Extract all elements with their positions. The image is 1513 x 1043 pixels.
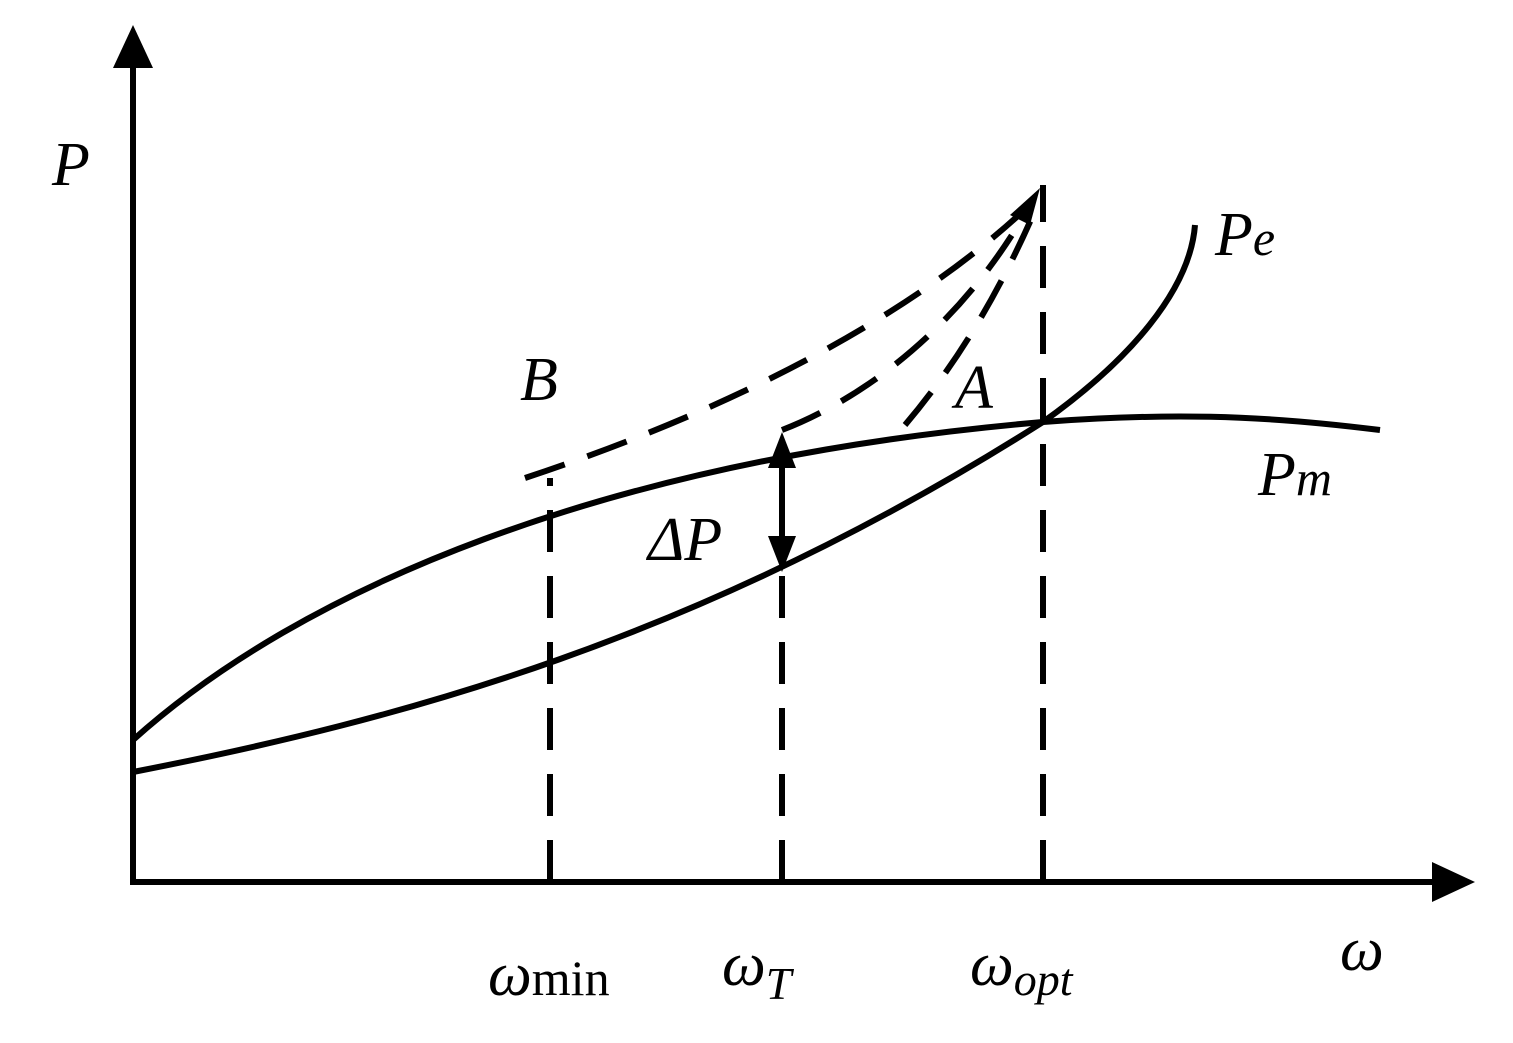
pm-label: Pm (1257, 441, 1332, 509)
sub: opt (1014, 954, 1074, 1005)
base: ω (488, 941, 532, 1009)
delta-p: ΔP (645, 506, 722, 574)
omega-t-label: ωT (722, 931, 795, 1009)
pm-curve (130, 413, 1381, 743)
sub: e (1253, 210, 1275, 266)
omega-min-label: ωmin (488, 941, 610, 1009)
arrowhead-up (768, 432, 796, 468)
sub: min (532, 950, 610, 1006)
omega-opt-label: ωopt (970, 931, 1074, 1005)
dashed-path-a (902, 213, 1036, 427)
y-axis-label: P (51, 131, 90, 199)
point-b: B (520, 346, 558, 414)
base: ω (722, 931, 766, 999)
base: P (1214, 201, 1253, 269)
point-a: A (951, 354, 994, 422)
dashed-arrowhead (1010, 188, 1040, 225)
x-axis-label: ω (1340, 916, 1384, 984)
base: ω (970, 931, 1014, 999)
pe-label: Pe (1214, 201, 1275, 269)
delta-p-arrow (768, 432, 796, 572)
dashed-path-t (780, 203, 1033, 433)
x-arrow (1432, 862, 1475, 902)
sub: m (1296, 450, 1332, 506)
y-arrow (113, 25, 153, 68)
dashed-path-b (524, 197, 1038, 481)
arrowhead-down (768, 536, 796, 572)
base: P (1257, 441, 1296, 509)
sub: T (766, 958, 795, 1009)
pe-curve (132, 224, 1198, 775)
